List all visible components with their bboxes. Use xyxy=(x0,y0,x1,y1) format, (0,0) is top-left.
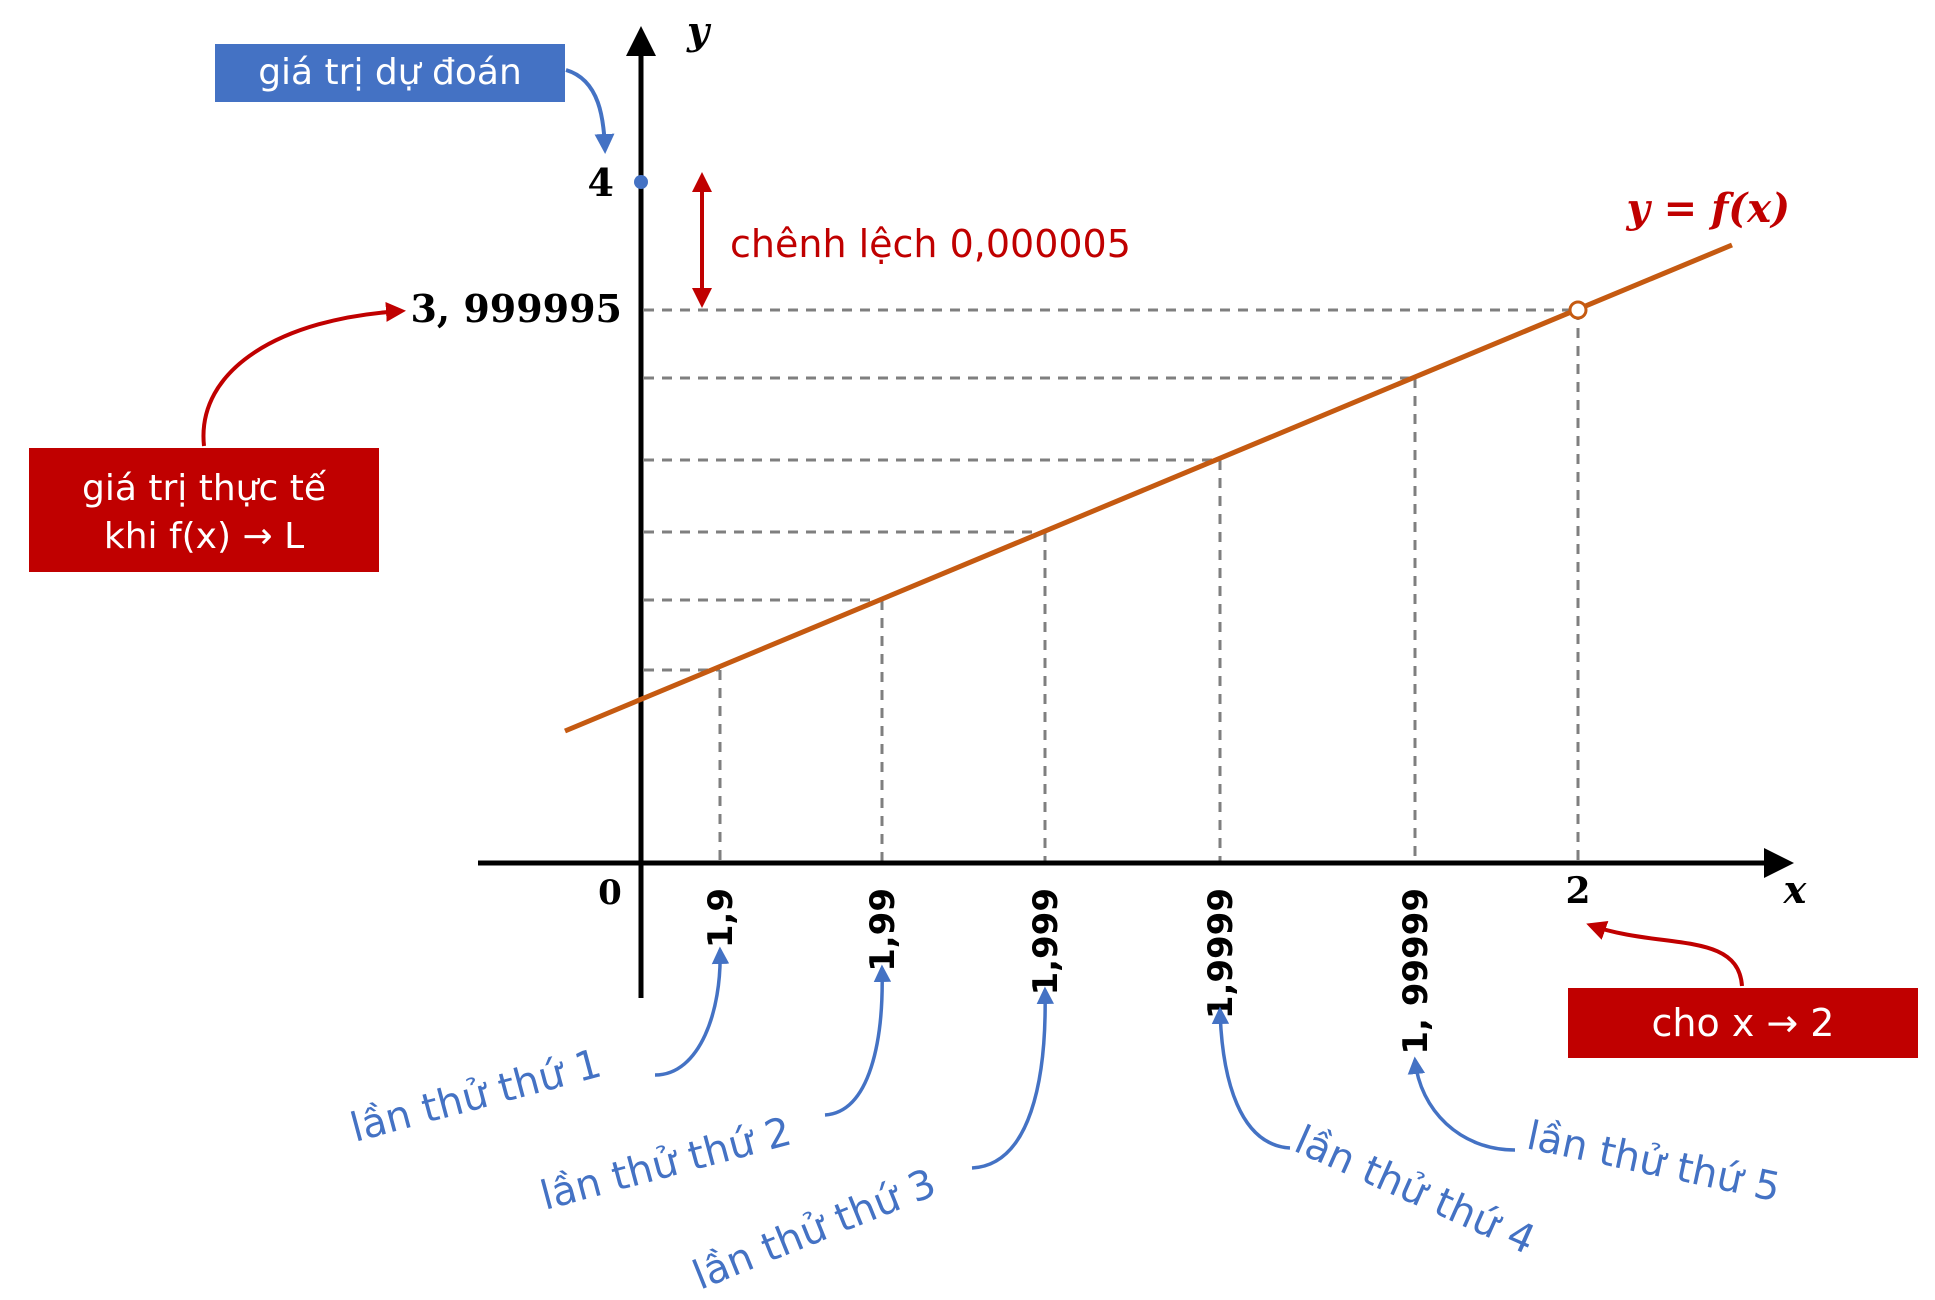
x-tick-4: 1,9999 xyxy=(1201,888,1241,1019)
x-tick-2: 1,99 xyxy=(863,888,903,972)
difference-label: chênh lệch 0,000005 xyxy=(730,222,1131,266)
actual-box xyxy=(29,448,379,572)
y-tick-predicted: 4 xyxy=(588,160,614,205)
y-tick-actual: 3, 999995 xyxy=(410,286,622,331)
attempt-4-label: lần thử thứ 4 xyxy=(1288,1117,1542,1264)
actual-box-line2: khi f(x) → L xyxy=(104,516,304,557)
x-tick-3: 1,999 xyxy=(1026,888,1066,996)
attempt-1-label: lần thử thứ 1 xyxy=(346,1041,606,1152)
predicted-arrow-icon xyxy=(565,68,615,154)
attempt-2-label: lần thử thứ 2 xyxy=(536,1109,796,1220)
x-tick-5: 1, 99999 xyxy=(1396,888,1436,1055)
origin-label: 0 xyxy=(598,873,622,913)
attempt-1-arrow-icon xyxy=(654,946,730,1077)
predicted-point-icon xyxy=(634,175,648,189)
x-tick-limit: 2 xyxy=(1565,870,1590,912)
attempt-5-label: lần thử thứ 5 xyxy=(1523,1113,1784,1211)
limit-box-label: cho x → 2 xyxy=(1652,1001,1835,1045)
actual-box-line1: giá trị thực tế xyxy=(82,468,327,509)
attempt-3-arrow-icon xyxy=(971,986,1055,1170)
function-line xyxy=(564,242,1733,734)
attempt-4-arrow-icon xyxy=(1211,1006,1291,1150)
guide-lines xyxy=(644,308,1580,863)
attempt-2-arrow-icon xyxy=(824,964,892,1117)
predicted-box-label: giá trị dự đoán xyxy=(258,52,522,93)
y-axis-label: y xyxy=(686,8,712,53)
actual-arrow-icon xyxy=(201,301,406,447)
limit-box xyxy=(1568,988,1918,1058)
x-axis-label: x xyxy=(1783,867,1808,912)
hole-point-icon xyxy=(1568,300,1588,320)
x-tick-1: 1,9 xyxy=(701,888,741,948)
predicted-box xyxy=(215,44,565,102)
curve-label: y = f(x) xyxy=(1625,185,1790,232)
limit-arrow-icon xyxy=(1586,920,1744,987)
attempt-5-arrow-icon xyxy=(1407,1056,1516,1152)
attempt-3-label: lần thử thứ 3 xyxy=(687,1160,943,1299)
